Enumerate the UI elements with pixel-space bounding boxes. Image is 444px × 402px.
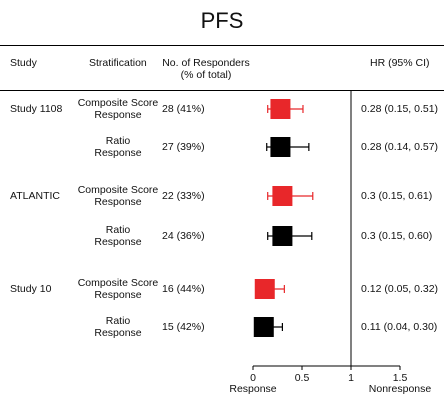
row-stratification: Composite Score Response — [77, 97, 159, 121]
x-tick-label: 1 — [348, 372, 354, 384]
row-study: Study 10 — [10, 283, 52, 295]
row-hr-text: 0.12 (0.05, 0.32) — [361, 283, 439, 295]
hr-point-box — [270, 137, 291, 157]
hr-point-box — [253, 317, 274, 337]
row-responders: 27 (39%) — [162, 141, 205, 153]
header-bottom-rule — [0, 90, 444, 91]
chart-title: PFS — [200, 8, 244, 33]
row-responders: 22 (33%) — [162, 190, 205, 202]
header-stratification: Stratification — [89, 57, 147, 69]
hr-point-box — [272, 186, 293, 206]
row-hr-text: 0.3 (0.15, 0.61) — [361, 190, 433, 202]
row-stratification: Ratio Response — [94, 315, 142, 339]
x-tick-label: 0.5 — [295, 372, 310, 384]
axis-left-label: Response — [229, 383, 277, 395]
x-tick-label: 0 — [250, 372, 256, 384]
row-hr-text: 0.28 (0.15, 0.51) — [361, 103, 439, 115]
header-study: Study — [10, 57, 37, 69]
row-responders: 15 (42%) — [162, 321, 205, 333]
x-tick-label: 1.5 — [393, 372, 408, 384]
hr-point-box — [272, 226, 293, 246]
row-stratification: Ratio Response — [94, 224, 142, 248]
header-hr: HR (95% CI) — [370, 57, 430, 69]
row-stratification: Composite Score Response — [77, 277, 159, 301]
hr-point-box — [270, 99, 291, 119]
row-hr-text: 0.3 (0.15, 0.60) — [361, 230, 433, 242]
row-stratification: Ratio Response — [94, 135, 142, 159]
row-study: ATLANTIC — [10, 190, 60, 202]
row-study: Study 1108 — [10, 103, 63, 115]
row-stratification: Composite Score Response — [77, 184, 159, 208]
header-top-rule — [0, 45, 444, 46]
row-hr-text: 0.28 (0.14, 0.57) — [361, 141, 439, 153]
row-responders: 28 (41%) — [162, 103, 205, 115]
header-responders: No. of Responders (% of total) — [162, 57, 250, 81]
axis-right-label: Nonresponse — [368, 383, 432, 395]
row-responders: 16 (44%) — [162, 283, 205, 295]
hr-point-box — [254, 279, 275, 299]
row-hr-text: 0.11 (0.04, 0.30) — [361, 321, 438, 333]
row-responders: 24 (36%) — [162, 230, 205, 242]
